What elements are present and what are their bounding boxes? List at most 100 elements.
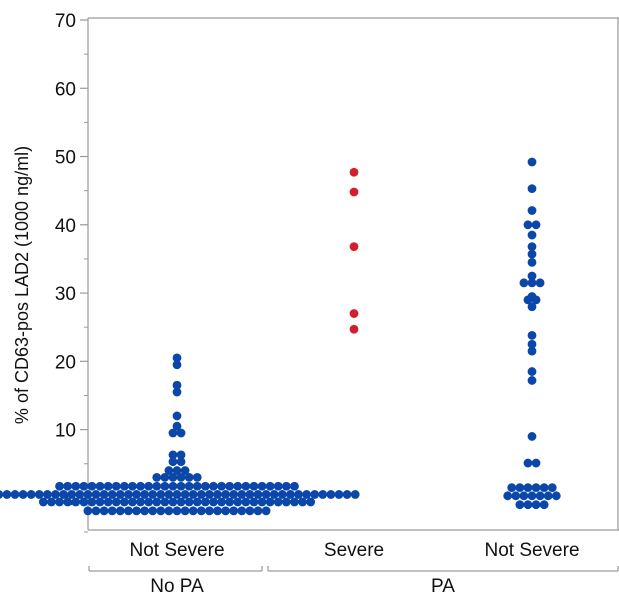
data-point [75,490,85,499]
data-point [273,481,283,491]
data-point [265,497,275,507]
data-point [168,472,178,482]
data-point [281,481,291,491]
data-point [67,490,77,499]
data-point [176,457,186,467]
data-point [128,497,137,507]
data-point [95,497,105,507]
data-point [168,497,178,507]
data-point [527,491,537,501]
data-point [519,278,529,288]
data-point [63,497,73,507]
data-point [172,353,182,363]
data-point [511,491,521,501]
data-point [184,472,194,482]
data-point [261,490,271,499]
data-point [2,490,12,499]
data-point [290,497,299,507]
data-point [233,481,243,491]
data-point [527,257,537,267]
data-point [286,490,295,499]
y-tick-label: 20 [55,352,76,373]
data-point [527,330,537,340]
data-point [306,497,316,507]
data-point [229,490,239,499]
x-axis: Not Severe Severe Not Severe No PA PA [88,540,619,597]
data-point [176,481,186,491]
data-point [535,491,545,501]
data-point [55,497,64,507]
data-point [523,500,533,510]
data-point [523,483,533,493]
data-point [527,302,537,312]
data-point [249,481,259,491]
data-point [148,506,158,516]
data-point [527,432,537,441]
data-point [213,506,222,516]
data-point [152,472,162,482]
data-point [144,481,154,491]
data-point [531,483,541,493]
data-point [83,506,93,516]
data-point [47,497,56,507]
data-point [111,497,121,507]
data-point [273,497,283,507]
data-point [318,490,328,499]
data-point [519,491,529,501]
data-point [527,367,537,376]
data-point [527,157,537,167]
data-point [217,497,226,507]
data-point [294,490,303,499]
data-point [180,506,190,516]
data-point [43,490,52,499]
data-point [99,506,109,516]
data-point [91,490,101,499]
data-point [349,242,359,252]
data-point [26,490,36,499]
data-point [298,497,307,507]
x-category-label: Severe [324,540,384,561]
data-point [249,497,259,507]
data-point [38,497,48,507]
data-point [523,458,533,468]
data-point [539,483,549,493]
x-group-label: PA [431,576,455,597]
data-point [213,490,222,499]
data-point [205,490,214,499]
data-point [535,278,545,288]
data-point [172,466,182,475]
data-point [527,346,537,356]
data-point [257,497,267,507]
data-point [119,481,129,491]
data-point [241,497,251,507]
data-point [527,376,537,385]
data-point [168,457,178,467]
data-point [152,481,162,491]
data-point [168,450,178,460]
data-point [176,497,186,507]
data-point [140,506,150,516]
data-point [71,497,81,507]
data-point [290,481,299,491]
data-point [221,490,231,499]
data-point [515,500,525,510]
data-point [192,472,202,482]
data-point [184,497,194,507]
data-point [523,220,533,230]
data-point [172,490,182,499]
data-point [515,483,525,493]
data-point [217,481,226,491]
data-point [326,490,336,499]
data-point [261,506,271,516]
data-point [176,472,186,482]
data-point [200,497,210,507]
data-point [265,481,275,491]
x-category-label: Not Severe [484,540,579,561]
data-point [184,481,194,491]
data-point [176,428,186,438]
data-point [229,506,239,516]
data-point [91,506,101,516]
data-point [168,428,178,438]
data-point [132,490,141,499]
